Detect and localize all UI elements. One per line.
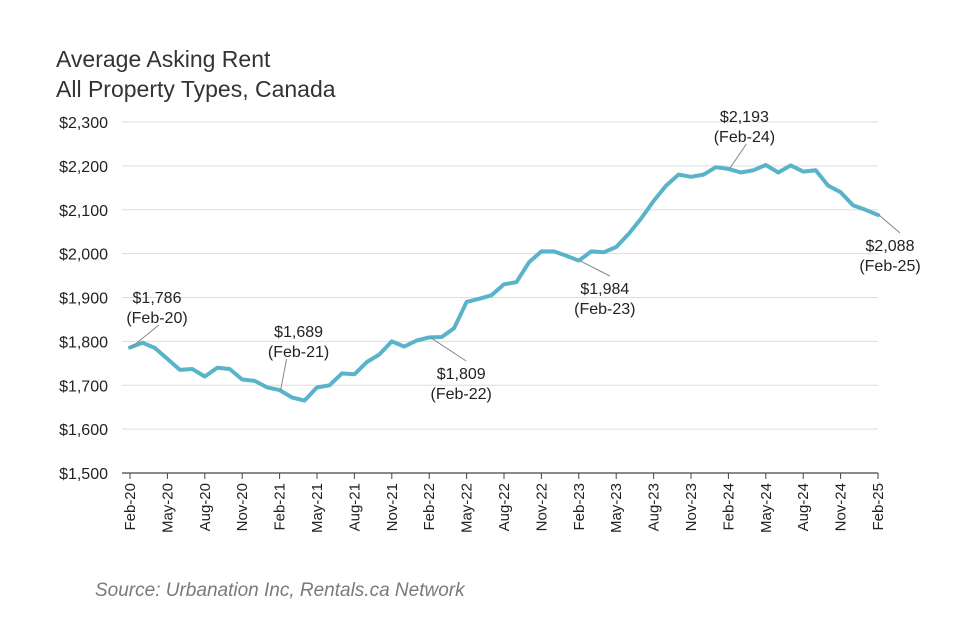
x-tick-label: Aug-21: [346, 483, 363, 531]
x-tick-label: Feb-23: [571, 483, 588, 531]
x-axis-ticks: Feb-20 May-20 Aug-20 Nov-20 Feb-21 May-21 Aug-…: [122, 473, 887, 533]
chart-title-block: Average Asking Rent All Property Types, …: [56, 44, 336, 104]
annotation-value: $1,984: [580, 281, 629, 298]
annotation-value: $1,809: [437, 366, 486, 383]
rent-series-line: [128, 163, 880, 403]
y-tick-label: $2,200: [59, 159, 108, 176]
annotation-date: (Feb-20): [126, 310, 187, 327]
x-tick-label: Nov-21: [384, 483, 401, 531]
x-tick-label: Aug-22: [496, 483, 513, 531]
y-tick-label: $2,100: [59, 203, 108, 220]
x-tick-label: Feb-20: [122, 483, 139, 531]
x-tick-label: Feb-25: [870, 483, 887, 531]
annotation-date: (Feb-22): [431, 386, 492, 403]
annotation-date: (Feb-21): [268, 344, 329, 361]
x-tick-label: May-20: [159, 483, 176, 533]
y-tick-label: $1,600: [59, 422, 108, 439]
x-tick-label: Nov-20: [234, 483, 251, 531]
annotation-date: (Feb-23): [574, 301, 635, 318]
annotation-date: (Feb-24): [714, 129, 775, 146]
annotation-leader: [130, 324, 160, 348]
x-tick-label: Aug-24: [795, 483, 812, 531]
annotation-date: (Feb-25): [859, 258, 920, 275]
y-tick-label: $2,000: [59, 247, 108, 264]
x-tick-label: Aug-23: [646, 483, 663, 531]
x-tick-label: Nov-22: [533, 483, 550, 531]
annotation-leader: [728, 143, 747, 170]
y-tick-label: $2,300: [59, 115, 108, 132]
y-tick-label: $1,900: [59, 291, 108, 308]
x-tick-label: Aug-20: [197, 483, 214, 531]
annotation-value: $2,193: [720, 109, 769, 126]
chart-title: Average Asking Rent: [56, 46, 271, 72]
x-tick-label: Nov-24: [833, 483, 850, 531]
y-tick-label: $1,800: [59, 334, 108, 351]
source-note: Source: Urbanation Inc, Rentals.ca Netwo…: [95, 580, 465, 601]
series-line: [128, 163, 880, 403]
annotation-leader: [579, 260, 611, 277]
y-tick-label: $1,700: [59, 378, 108, 395]
x-tick-label: May-22: [459, 483, 476, 533]
annotations: $1,786 (Feb-20) $1,689 (Feb-21) $1,809 (Feb-2…: [126, 109, 920, 403]
x-tick-label: May-21: [309, 483, 326, 533]
x-tick-label: Feb-21: [272, 483, 289, 531]
y-tick-label: $1,500: [59, 466, 108, 483]
x-tick-label: Nov-23: [683, 483, 700, 531]
x-tick-label: May-23: [608, 483, 625, 533]
y-axis-ticks: $1,500 $1,600 $1,700 $1,800 $1,900 $2,000 $2,1…: [59, 115, 108, 483]
grid-lines: [122, 121, 878, 474]
annotation-leader: [878, 214, 901, 234]
chart-subtitle: All Property Types, Canada: [56, 76, 336, 102]
annotation-value: $1,689: [274, 324, 323, 341]
annotation-leader: [280, 358, 288, 391]
annotation-value: $1,786: [133, 290, 182, 307]
x-tick-label: May-24: [758, 483, 775, 533]
x-tick-label: Feb-22: [421, 483, 438, 531]
annotation-leader: [429, 337, 467, 362]
annotation-value: $2,088: [866, 238, 915, 255]
x-tick-label: Feb-24: [720, 483, 737, 531]
